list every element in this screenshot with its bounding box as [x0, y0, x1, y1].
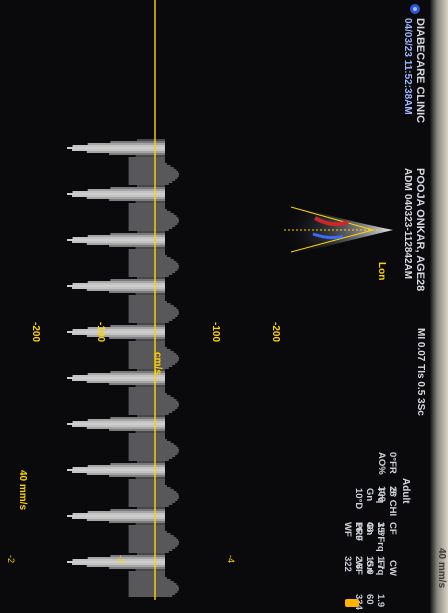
param-row-label: WF — [353, 560, 364, 575]
param-row: AO% 100 — [376, 452, 387, 502]
param-row: 0°FR 26 — [387, 452, 398, 497]
param-group-title: CF — [387, 522, 398, 535]
view-label: Long — [376, 262, 387, 280]
param-row-value: 322 — [342, 556, 353, 572]
param-row: 10°D 16.0 — [353, 488, 364, 541]
time-tick-label: -2 — [8, 555, 16, 563]
param-row-label: Gn — [364, 522, 375, 536]
param-row-value: 1.9 — [375, 594, 386, 608]
heart-tissue — [284, 205, 393, 255]
top-sweep-label: 40 mm/s — [436, 548, 447, 589]
param-row: PRF 2.6 — [353, 522, 364, 569]
velocity-scale: -200 -100 -100 -200 — [30, 322, 281, 342]
patient-name: POOJA ONKAR, AGE28 — [414, 168, 426, 292]
param-row: WF334 — [353, 560, 364, 610]
param-row: WF 322 — [342, 522, 353, 572]
ecg-lead-icon — [339, 598, 360, 608]
param-group-title: CW — [387, 560, 398, 576]
param-row: Gn 46 — [364, 488, 375, 533]
param-row-label: 10°D — [353, 488, 364, 510]
time-tick-label: -3 — [116, 555, 126, 563]
clinic-name: DIABECARE CLINIC — [414, 18, 426, 124]
study-id: 040323-112842AM — [402, 194, 413, 280]
preset-label: Adult — [400, 478, 411, 504]
time-axis: -4-3-2-1 — [8, 555, 236, 563]
param-row-label: WF — [342, 522, 353, 537]
param-row-label: 0°FR — [387, 452, 398, 474]
param-row-label: Frq — [375, 560, 386, 576]
param-row: Gn 60 — [364, 560, 375, 605]
param-row: Frq 1.9 — [375, 560, 386, 607]
sector-edge-right — [290, 229, 374, 253]
param-row-label: Frq — [375, 488, 386, 504]
param-row: 15°Frq 1.7 — [375, 522, 386, 569]
param-row: Frq 3.5 — [375, 488, 386, 535]
safety-indices: MI 0.07 TIs 0.5 3Sc — [415, 328, 426, 416]
param-row-label: AO% — [376, 452, 387, 475]
param-row: Gn 15.0 — [364, 522, 375, 575]
exam-datetime: 04/03/23 11:52:38AM — [402, 18, 413, 115]
param-row-value: 60 — [364, 594, 375, 605]
velocity-tick-label: -100 — [95, 322, 106, 342]
doppler-spectrum: -4-3-2-1 -200-100-100-200 — [8, 0, 281, 600]
param-row-label: Gn — [364, 488, 375, 502]
time-tick-label: -4 — [226, 555, 236, 563]
sector-edge-left — [290, 206, 374, 231]
screen-glare — [430, 0, 448, 613]
velocity-unit: cm/s — [152, 352, 163, 375]
probe-icon — [404, 3, 422, 15]
velocity-tick-label: -100 — [210, 322, 221, 342]
velocity-tick-label: -200 — [30, 322, 41, 342]
color-flow-red — [314, 216, 349, 227]
sweep-speed: 40 mm/s — [17, 470, 28, 511]
param-row-label: PRF — [353, 522, 364, 541]
velocity-tick-label: -200 — [270, 322, 281, 342]
color-flow-blue — [312, 232, 344, 240]
param-group-title: 5° CHI — [387, 488, 398, 517]
param-row-label: Gn — [364, 560, 375, 574]
operator-id: ADM — [402, 168, 413, 191]
param-row-label: 15°Frq — [375, 522, 386, 552]
spectral-trace — [67, 139, 179, 597]
sector-image: Long — [283, 205, 393, 280]
